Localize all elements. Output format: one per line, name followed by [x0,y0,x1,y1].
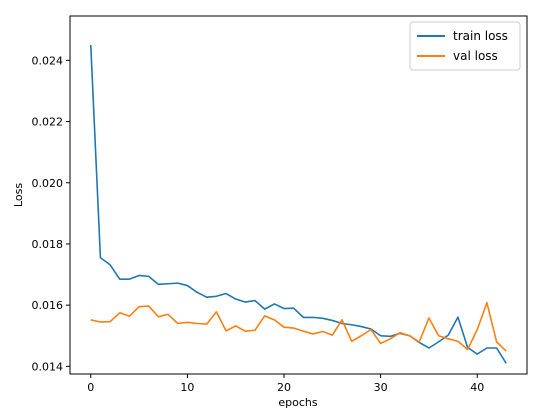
x-tick-label: 30 [374,381,388,394]
legend-box [409,21,521,71]
y-axis-ticks: 0.014 0.016 0.018 0.020 0.022 0.024 [32,54,70,373]
legend-label-val-loss: val loss [453,49,498,63]
x-tick-label: 20 [277,381,291,394]
axes-frame [69,15,528,375]
y-tick-label: 0.020 [32,177,64,190]
y-tick-label: 0.014 [32,360,64,373]
y-tick-label: 0.018 [32,238,64,251]
x-axis-label: epochs [278,396,317,409]
legend-label-train-loss: train loss [453,29,508,43]
y-axis-label: Loss [12,183,25,207]
x-axis-ticks: 0 10 20 30 40 [87,374,484,394]
legend: train loss val loss [409,21,521,71]
series-line-val-loss [90,301,507,352]
y-tick-label: 0.016 [32,299,64,312]
plot-area [89,45,507,364]
x-tick-label: 0 [87,381,94,394]
series-line-train-loss [89,45,507,364]
x-tick-label: 10 [180,381,194,394]
y-tick-label: 0.024 [32,54,64,67]
x-tick-label: 40 [470,381,484,394]
y-tick-label: 0.022 [32,116,64,129]
